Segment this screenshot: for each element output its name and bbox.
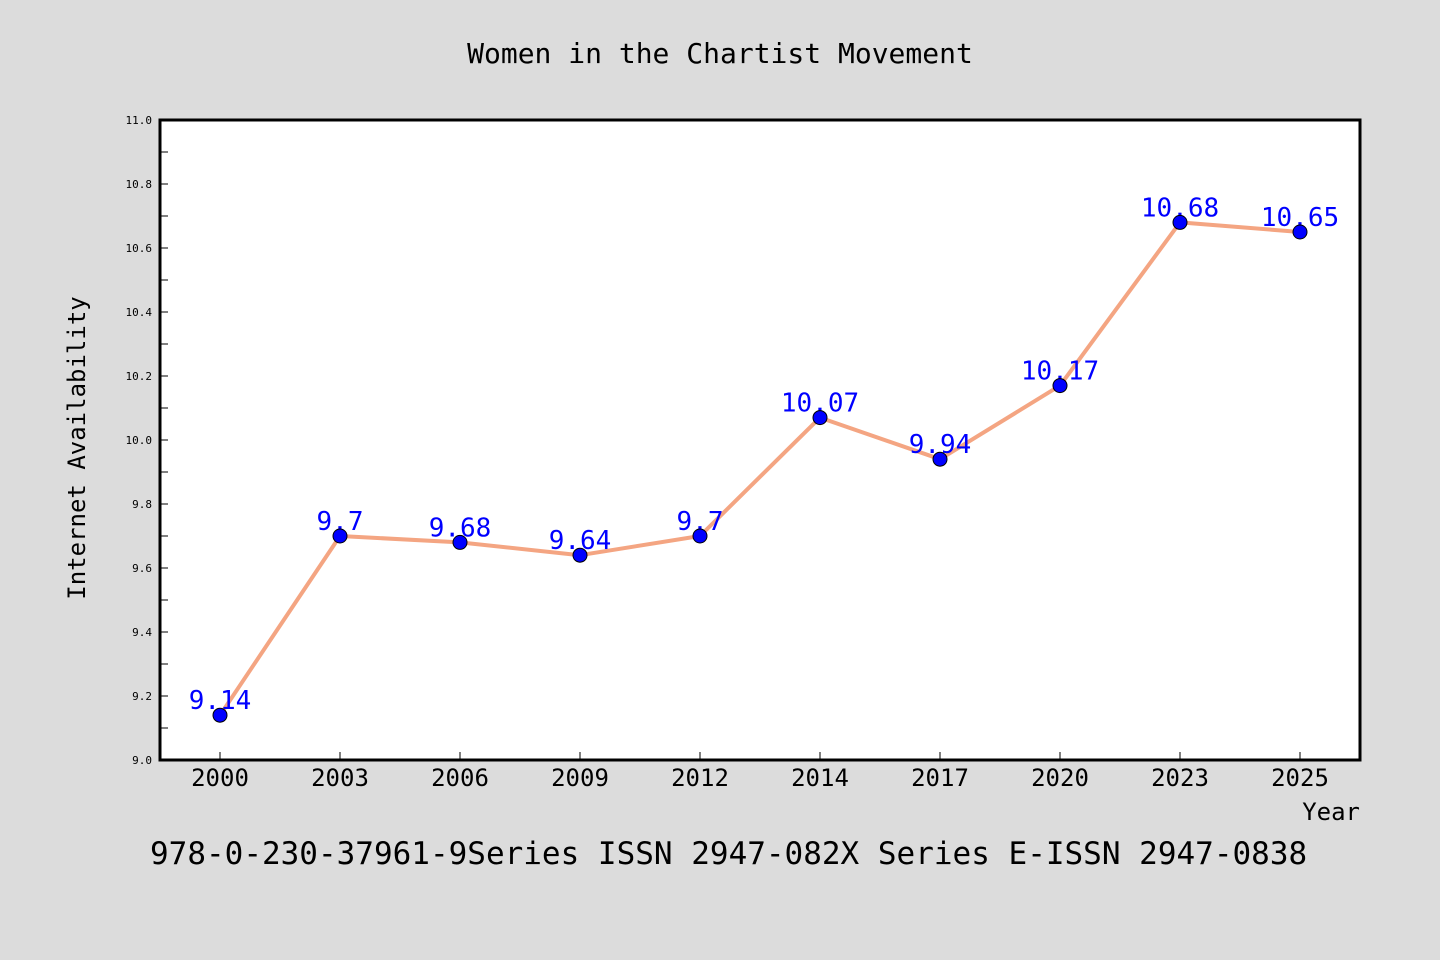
x-tick-label: 2023	[1151, 764, 1209, 792]
data-point	[932, 451, 948, 467]
x-tick-label: 2003	[311, 764, 369, 792]
data-point	[812, 410, 828, 426]
chart-title: Women in the Chartist Movement	[467, 37, 973, 70]
data-point	[1052, 378, 1068, 394]
x-tick-label: 2009	[551, 764, 609, 792]
x-tick-label: 2025	[1271, 764, 1329, 792]
footer-text: 978-0-230-37961-9Series ISSN 2947-082X S…	[150, 836, 1307, 872]
data-point	[1172, 214, 1188, 230]
y-tick-label: 9.4	[132, 626, 152, 639]
data-point	[1292, 224, 1308, 240]
y-tick-label: 9.8	[132, 498, 152, 511]
y-tick-label: 9.6	[132, 562, 152, 575]
series-line	[218, 220, 1301, 717]
y-tick-label: 10.0	[126, 434, 153, 447]
data-point	[452, 534, 468, 550]
x-tick-label: 2014	[791, 764, 849, 792]
x-axis-label: Year	[1302, 798, 1360, 826]
plot-area	[158, 118, 1362, 762]
x-tick-label: 2017	[911, 764, 969, 792]
y-tick-label: 9.0	[132, 754, 152, 767]
y-axis: 9.0 9.2 9.4 9.6 9.8 10.0 10.2 10.4 10.6 10.8 11.0	[126, 114, 168, 767]
data-point	[212, 707, 228, 723]
y-tick-label: 10.8	[126, 178, 153, 191]
y-tick-label: 10.4	[126, 306, 153, 319]
data-point	[572, 547, 588, 563]
x-axis: 2000 2003 2006 2009 2012 2014 2017 2020 2023 2025	[191, 752, 1329, 792]
x-tick-label: 2000	[191, 764, 249, 792]
x-tick-label: 2012	[671, 764, 729, 792]
x-tick-label: 2006	[431, 764, 489, 792]
x-tick-label: 2020	[1031, 764, 1089, 792]
data-point	[332, 528, 348, 544]
y-tick-label: 11.0	[126, 114, 153, 127]
y-axis-label: Internet Availability	[63, 296, 91, 599]
y-tick-label: 9.2	[132, 690, 152, 703]
y-tick-label: 10.2	[126, 370, 153, 383]
data-point	[692, 528, 708, 544]
y-tick-label: 10.6	[126, 242, 153, 255]
